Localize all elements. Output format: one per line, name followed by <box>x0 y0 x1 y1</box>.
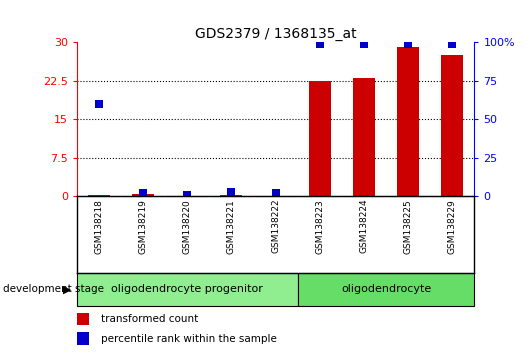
Bar <box>353 79 375 196</box>
Bar <box>77 332 89 345</box>
Text: GSM138220: GSM138220 <box>183 199 192 253</box>
Point <box>227 189 236 195</box>
Bar <box>88 195 110 196</box>
Text: GSM138222: GSM138222 <box>271 199 280 253</box>
Text: oligodendrocyte: oligodendrocyte <box>341 284 431 295</box>
Text: percentile rank within the sample: percentile rank within the sample <box>101 333 277 344</box>
Point <box>360 41 368 47</box>
Point <box>139 190 147 196</box>
Text: GSM138229: GSM138229 <box>448 199 457 253</box>
Point <box>315 41 324 47</box>
Text: GSM138225: GSM138225 <box>404 199 412 253</box>
Text: GSM138223: GSM138223 <box>315 199 324 253</box>
Text: development stage: development stage <box>3 284 104 295</box>
Bar <box>397 47 419 196</box>
Point <box>95 101 103 107</box>
Bar <box>77 313 89 325</box>
Bar <box>298 273 474 306</box>
Point <box>271 190 280 196</box>
Text: GSM138218: GSM138218 <box>94 199 103 253</box>
Bar <box>308 81 331 196</box>
Bar <box>77 273 298 306</box>
Bar <box>132 194 154 196</box>
Text: GSM138219: GSM138219 <box>139 199 147 253</box>
Text: transformed count: transformed count <box>101 314 198 324</box>
Point <box>448 41 456 47</box>
Bar <box>220 195 243 196</box>
Text: oligodendrocyte progenitor: oligodendrocyte progenitor <box>111 284 263 295</box>
Text: GSM138221: GSM138221 <box>227 199 236 253</box>
Text: ▶: ▶ <box>63 284 71 295</box>
Text: GSM138224: GSM138224 <box>359 199 368 253</box>
Bar <box>441 55 463 196</box>
Point <box>404 41 412 47</box>
Point <box>183 192 191 198</box>
Title: GDS2379 / 1368135_at: GDS2379 / 1368135_at <box>195 28 356 41</box>
